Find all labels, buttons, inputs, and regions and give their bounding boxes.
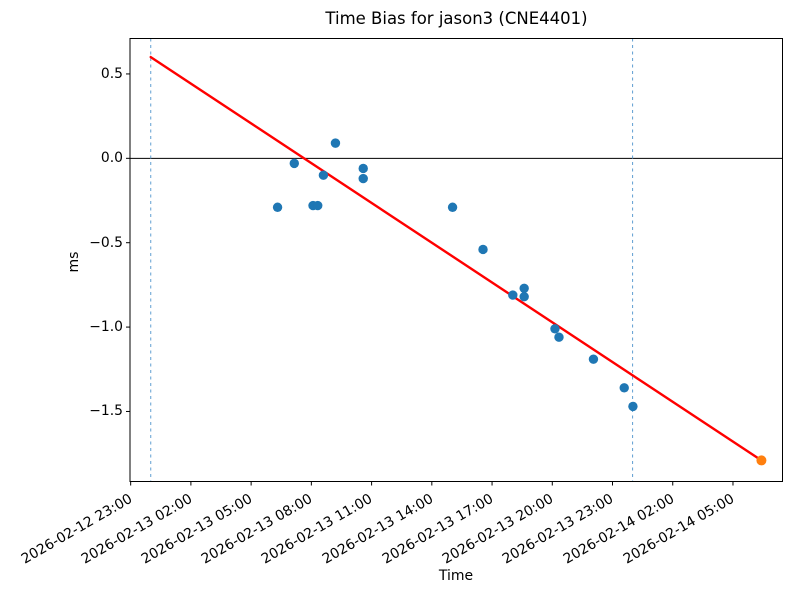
y-tick-label: −0.5: [89, 234, 123, 251]
bias-measurements-marker: [313, 200, 323, 211]
y-tick-label: 0.0: [100, 150, 123, 167]
bias-measurements-marker: [519, 283, 529, 293]
bias-measurements-marker: [318, 170, 329, 180]
bias-measurements-marker: [330, 138, 341, 148]
bias-measurements-marker: [272, 202, 283, 212]
bias-measurements-marker: [519, 292, 529, 302]
bias-measurements-marker: [550, 324, 560, 334]
latest-point-marker: [756, 455, 767, 466]
bias-measurements-marker: [619, 383, 629, 393]
chart-title: Time Bias for jason3 (CNE4401): [325, 9, 588, 28]
bias-measurements-marker: [447, 202, 458, 212]
axes-spines: [129, 38, 783, 482]
bias-measurements-marker: [588, 354, 599, 364]
bias-measurements-marker: [508, 290, 518, 300]
bias-measurements-marker: [478, 244, 488, 255]
y-axis-label: ms: [66, 251, 82, 273]
bias-measurements-marker: [358, 163, 368, 174]
bias-measurements-marker: [289, 158, 299, 169]
bias-measurements-marker: [554, 332, 564, 342]
x-axis-label: Time: [438, 568, 474, 584]
bias-measurements-marker: [628, 401, 638, 412]
bias-measurements-marker: [358, 173, 368, 184]
y-tick-label: −1.0: [89, 319, 123, 336]
trend-line: [149, 55, 763, 462]
y-tick-label: 0.5: [100, 65, 123, 82]
y-tick-label: −1.5: [89, 403, 123, 420]
